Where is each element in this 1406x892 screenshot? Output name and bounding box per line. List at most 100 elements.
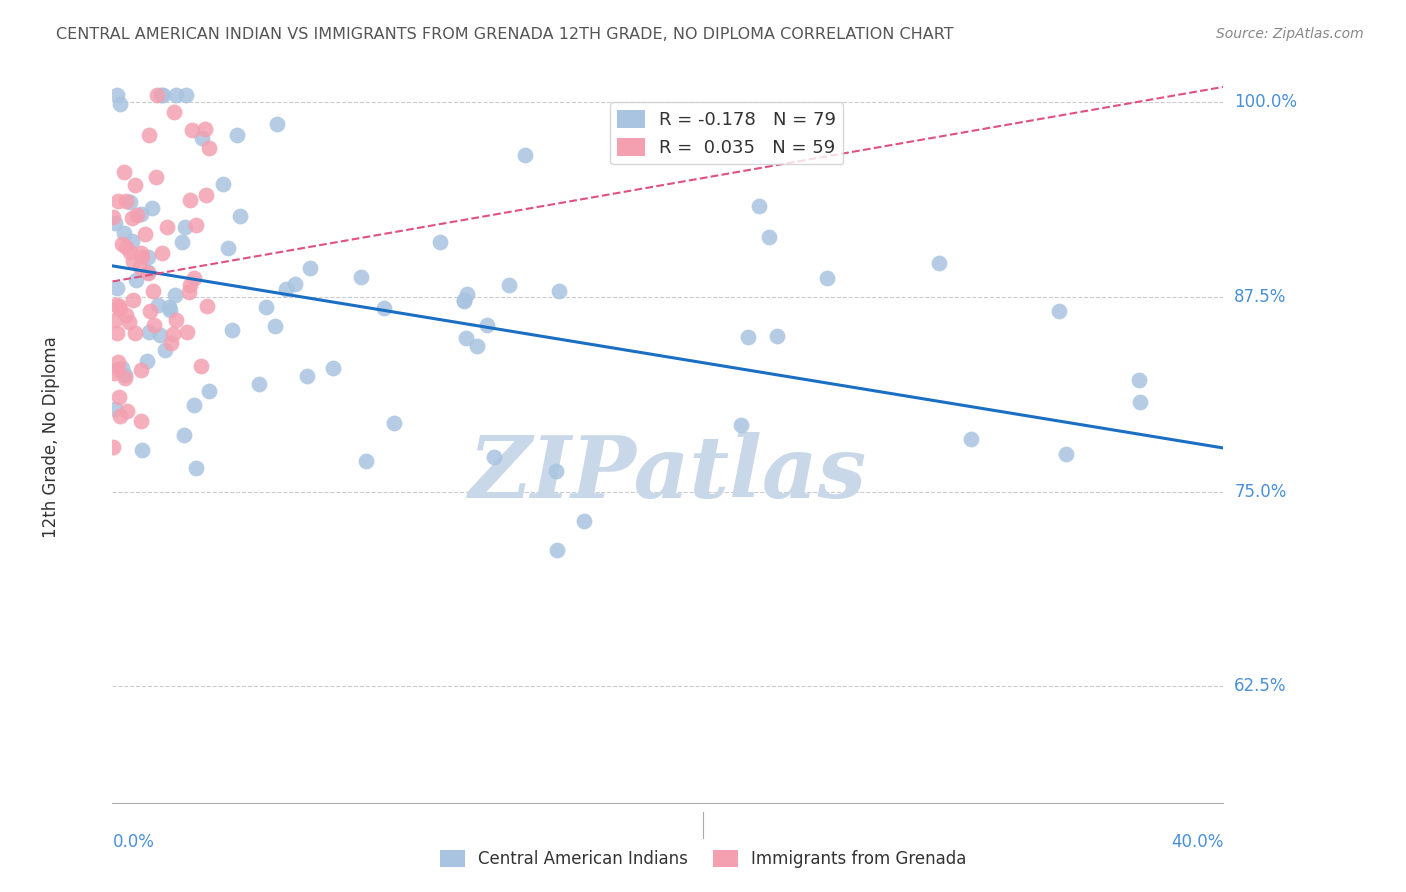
Point <box>382 416 405 430</box>
Point <box>138 325 160 339</box>
Point <box>184 219 207 233</box>
Text: 40.0%: 40.0% <box>1171 833 1223 851</box>
Point <box>176 325 198 339</box>
Point <box>737 329 759 343</box>
Point <box>165 288 187 302</box>
Text: 62.5%: 62.5% <box>1234 677 1286 695</box>
Point <box>928 256 950 270</box>
Point <box>105 298 128 312</box>
Point <box>183 398 205 412</box>
Point <box>174 219 197 234</box>
Point <box>194 122 217 136</box>
Point <box>107 362 129 376</box>
Text: 12th Grade, No Diploma: 12th Grade, No Diploma <box>42 336 60 538</box>
Point <box>156 219 179 234</box>
Point <box>748 199 770 213</box>
Point <box>105 326 128 341</box>
Point <box>226 128 249 143</box>
Point <box>373 301 395 315</box>
Text: 0.0%: 0.0% <box>112 833 155 851</box>
Point <box>107 390 129 404</box>
Point <box>115 240 138 254</box>
Point <box>104 402 127 417</box>
Point <box>211 177 233 191</box>
Point <box>128 260 150 275</box>
Point <box>429 235 451 250</box>
Point <box>165 313 187 327</box>
Point <box>115 194 138 208</box>
Point <box>121 211 143 225</box>
Point <box>124 178 146 193</box>
Point <box>548 284 571 298</box>
Point <box>183 271 205 285</box>
Point <box>284 277 307 291</box>
Point <box>103 210 125 224</box>
Point <box>141 201 163 215</box>
Point <box>150 245 173 260</box>
Point <box>114 308 136 322</box>
Point <box>107 355 129 369</box>
Point <box>456 286 478 301</box>
Point <box>124 326 146 341</box>
Point <box>138 265 160 279</box>
Point <box>181 123 204 137</box>
Point <box>546 464 568 478</box>
Point <box>159 336 181 351</box>
Point <box>475 318 498 332</box>
Point <box>198 141 221 155</box>
Point <box>103 366 125 380</box>
Point <box>114 368 136 383</box>
Point <box>108 409 131 423</box>
Point <box>266 117 288 131</box>
Point <box>145 169 167 184</box>
Point <box>1129 395 1152 409</box>
Point <box>111 236 134 251</box>
Text: 75.0%: 75.0% <box>1234 483 1286 500</box>
Point <box>274 282 297 296</box>
Point <box>129 414 152 428</box>
Point <box>159 302 181 317</box>
Point <box>131 443 153 458</box>
Point <box>122 293 145 307</box>
Point <box>157 300 180 314</box>
Point <box>758 230 780 244</box>
Point <box>179 278 201 293</box>
Point <box>138 250 160 264</box>
Point <box>136 266 159 280</box>
Text: 100.0%: 100.0% <box>1234 94 1298 112</box>
Point <box>195 299 218 313</box>
Point <box>142 318 165 332</box>
Point <box>174 88 197 103</box>
Point <box>298 261 321 276</box>
Point <box>103 440 125 454</box>
Point <box>170 235 193 249</box>
Point <box>186 461 208 475</box>
Point <box>498 277 520 292</box>
Point <box>190 359 212 374</box>
Point <box>465 338 488 352</box>
Text: CENTRAL AMERICAN INDIAN VS IMMIGRANTS FROM GRENADA 12TH GRADE, NO DIPLOMA CORREL: CENTRAL AMERICAN INDIAN VS IMMIGRANTS FR… <box>56 27 953 42</box>
Point <box>482 450 505 464</box>
Point <box>1054 447 1077 461</box>
Point <box>139 304 162 318</box>
Point <box>142 284 165 298</box>
Point <box>121 234 143 248</box>
Point <box>114 371 136 385</box>
Point <box>148 298 170 312</box>
Point <box>108 96 131 111</box>
Point <box>1128 373 1150 387</box>
Point <box>263 319 285 334</box>
Point <box>453 293 475 307</box>
Point <box>115 404 138 418</box>
Point <box>105 87 128 102</box>
Text: 87.5%: 87.5% <box>1234 288 1286 306</box>
Point <box>453 294 475 309</box>
Point <box>960 433 983 447</box>
Point <box>194 188 217 202</box>
Point <box>574 514 596 528</box>
Point <box>134 227 156 241</box>
Point <box>229 209 252 223</box>
Legend: Central American Indians, Immigrants from Grenada: Central American Indians, Immigrants fro… <box>433 843 973 875</box>
Point <box>131 363 153 377</box>
Point <box>105 280 128 294</box>
